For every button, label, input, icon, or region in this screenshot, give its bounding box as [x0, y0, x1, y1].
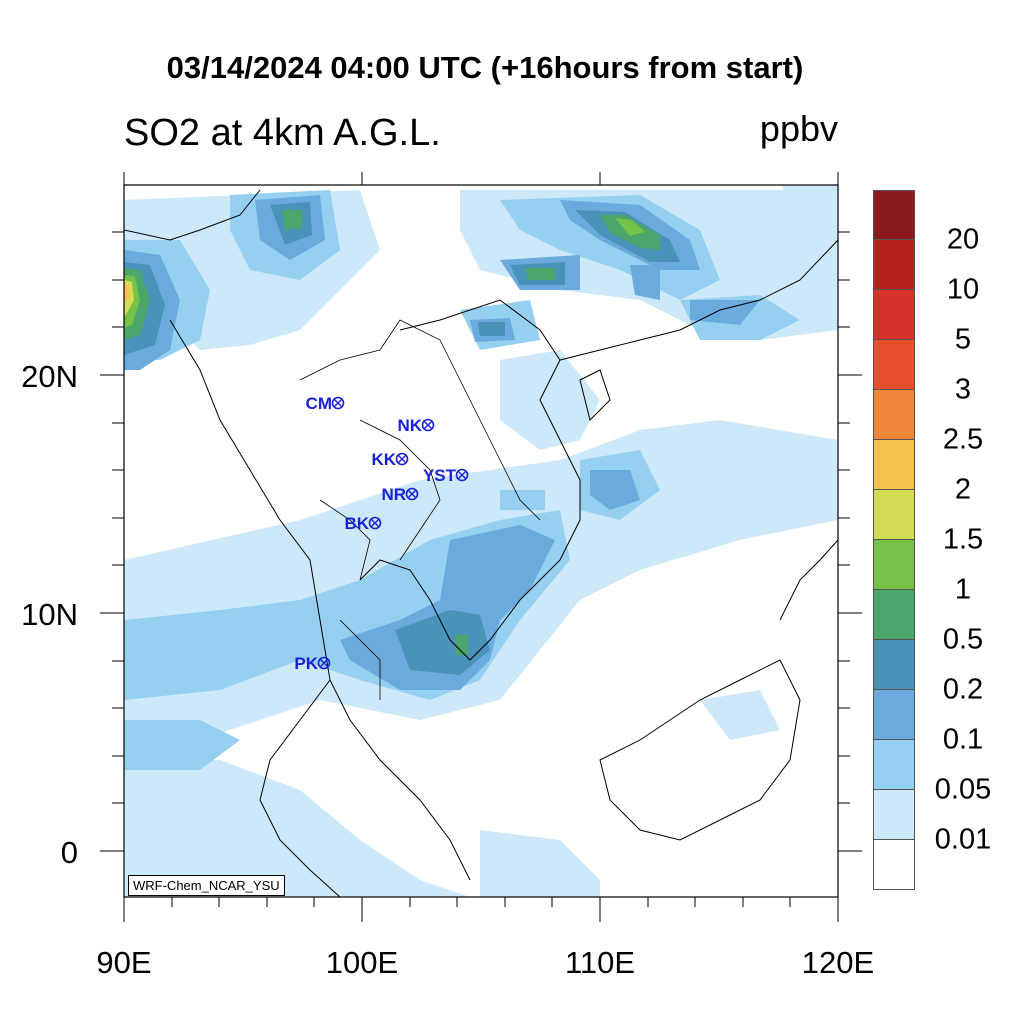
station-nk: NK: [397, 416, 435, 435]
colorbar-level-label: 0.1: [942, 723, 984, 756]
colorbar-swatch: [873, 440, 915, 490]
lon-tick-label: 120E: [801, 945, 875, 980]
colorbar-level-label: 3: [954, 373, 972, 406]
colorbar-swatch: [873, 790, 915, 840]
station-nr: NR: [381, 485, 419, 504]
station-kk: KK: [371, 450, 409, 469]
colorbar-swatch: [873, 290, 915, 340]
colorbar-level-label: 0.05: [934, 773, 992, 806]
colorbar-swatch: [873, 740, 915, 790]
lat-tick-label: 10N: [21, 597, 78, 632]
station-label: CM: [306, 394, 332, 413]
colorbar-swatch: [873, 240, 915, 290]
station-label: PK: [294, 654, 318, 673]
so2-contour-high: [124, 280, 134, 316]
colorbar-swatch: [873, 690, 915, 740]
lon-tick-label: 110E: [564, 945, 636, 980]
coastlines: [124, 189, 838, 897]
colorbar-level-label: 0.01: [934, 823, 992, 856]
station-bk: BK: [344, 514, 382, 533]
colorbar-level-label: 0.5: [942, 623, 984, 656]
colorbar-level-label: 1: [954, 573, 972, 606]
lon-tick-label: 100E: [325, 945, 399, 980]
map-title: 03/14/2024 04:00 UTC (+16hours from star…: [166, 50, 804, 85]
colorbar-swatch: [873, 840, 915, 890]
colorbar: [873, 190, 915, 890]
colorbar-level-label: 2.5: [942, 423, 984, 456]
colorbar-swatch: [873, 190, 915, 240]
model-credit: WRF-Chem_NCAR_YSU: [128, 875, 285, 896]
station-marker-icon: [395, 452, 409, 466]
colorbar-level-label: 20: [946, 223, 980, 256]
colorbar-swatch: [873, 490, 915, 540]
colorbar-swatch: [873, 540, 915, 590]
colorbar-level-label: 2: [954, 473, 972, 506]
colorbar-swatch: [873, 390, 915, 440]
station-marker-icon: [421, 418, 435, 432]
station-marker-icon: [405, 487, 419, 501]
colorbar-level-label: 5: [954, 323, 972, 356]
lon-tick-label: 90E: [96, 945, 152, 980]
tick-marks: [100, 172, 862, 922]
units-label: ppbv: [759, 108, 838, 149]
station-yst: YST: [423, 466, 469, 485]
colorbar-swatch: [873, 590, 915, 640]
station-cm: CM: [306, 394, 345, 413]
so2-field: [124, 185, 838, 897]
station-label: BK: [344, 514, 369, 533]
station-label: KK: [371, 450, 396, 469]
station-marker-icon: [455, 468, 469, 482]
lat-tick-label: 20N: [21, 359, 78, 394]
station-label: NK: [397, 416, 422, 435]
station-label: NR: [381, 485, 406, 504]
station-pk: PK: [294, 654, 331, 673]
station-marker-icon: [317, 656, 331, 670]
colorbar-level-label: 1.5: [942, 523, 984, 556]
colorbar-swatch: [873, 340, 915, 390]
country-borders: [299, 319, 541, 700]
station-marker-icon: [331, 396, 345, 410]
station-label: YST: [423, 466, 457, 485]
lat-tick-label: 0: [60, 835, 78, 870]
variable-label: SO2 at 4km A.G.L.: [124, 112, 441, 154]
map-frame: [123, 184, 839, 898]
colorbar-swatch: [873, 640, 915, 690]
colorbar-level-label: 0.2: [942, 673, 984, 706]
station-marker-icon: [368, 516, 382, 530]
colorbar-level-label: 10: [946, 273, 980, 306]
